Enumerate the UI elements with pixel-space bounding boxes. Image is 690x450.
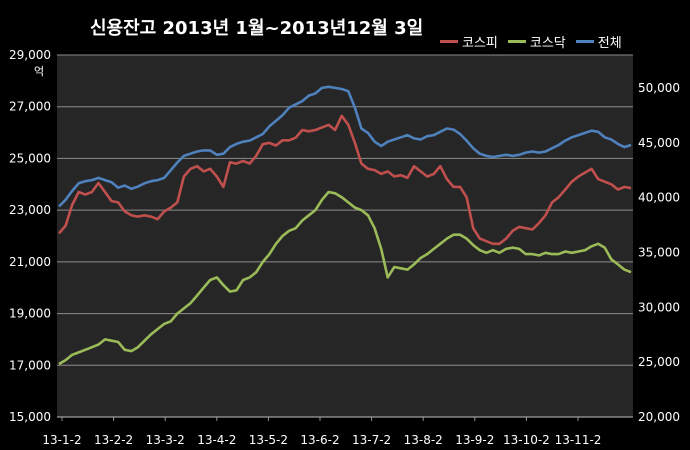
- left-tick-label: 17,000: [9, 358, 51, 372]
- x-tick-label: 13-4-2: [197, 433, 236, 447]
- right-tick-label: 20,000: [638, 410, 680, 424]
- right-tick-label: 50,000: [638, 81, 680, 95]
- legend-label-kospi: 코스피: [462, 36, 498, 51]
- x-tick-label: 13-5-2: [249, 433, 288, 447]
- series-line-1: [58, 190, 632, 366]
- legend: 코스피 코스닥 전체: [440, 32, 622, 51]
- x-tick-label: 13-3-2: [146, 433, 185, 447]
- right-tick-label: 40,000: [638, 191, 680, 205]
- left-tick-label: 23,000: [9, 203, 51, 217]
- left-tick-label: 19,000: [9, 307, 51, 321]
- left-axis-unit: 억: [34, 65, 45, 78]
- right-tick-label: 35,000: [638, 245, 680, 259]
- x-tick-label: 13-2-2: [94, 433, 133, 447]
- legend-swatch-kosdaq: [507, 40, 526, 43]
- x-tick-label: 13-9-2: [455, 433, 494, 447]
- x-tick-label: 13-10-2: [503, 433, 550, 447]
- x-tick-label: 13-11-2: [555, 433, 602, 447]
- x-tick-label: 13-7-2: [352, 433, 391, 447]
- right-tick-label: 45,000: [638, 136, 680, 150]
- x-tick-label: 13-1-2: [42, 433, 81, 447]
- legend-label-total: 전체: [597, 36, 622, 51]
- left-tick-label: 27,000: [9, 100, 51, 114]
- plot-area: [57, 55, 633, 417]
- legend-item-total: 전체: [575, 32, 622, 51]
- legend-swatch-total: [575, 40, 594, 43]
- left-tick-label: 29,000: [9, 48, 51, 62]
- legend-item-kospi: 코스피: [440, 32, 498, 51]
- legend-item-kosdaq: 코스닥: [507, 32, 566, 51]
- series-line-2: [58, 85, 632, 208]
- legend-swatch-kospi: [440, 40, 458, 43]
- left-tick-label: 21,000: [9, 255, 51, 269]
- x-tick-label: 13-8-2: [404, 433, 443, 447]
- legend-label-kosdaq: 코스닥: [529, 36, 566, 51]
- right-tick-label: 25,000: [638, 355, 680, 369]
- chart-title: 신용잔고 2013년 1월~2013년12월 3일: [90, 18, 424, 39]
- x-tick-label: 13-6-2: [300, 433, 339, 447]
- series-line-0: [58, 114, 632, 246]
- left-tick-label: 25,000: [9, 151, 51, 165]
- right-tick-label: 30,000: [638, 300, 680, 314]
- left-tick-label: 15,000: [9, 410, 51, 424]
